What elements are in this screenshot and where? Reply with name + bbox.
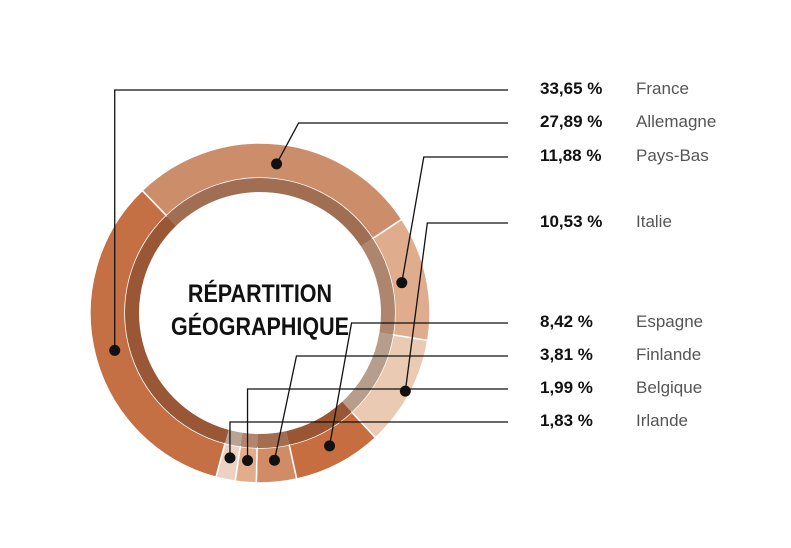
category-label-belgique: Belgique — [636, 378, 703, 397]
value-label-irlande: 1,83 % — [540, 411, 593, 430]
callout-line-france — [114, 89, 508, 351]
callout-dot-irlande — [224, 452, 236, 464]
chart-title-line-2: GÉOGRAPHIQUE — [170, 313, 349, 341]
category-label-espagne: Espagne — [636, 312, 704, 331]
chart-title-line-1: RÉPARTITION — [187, 280, 333, 308]
slice-band-allemagne — [166, 178, 373, 247]
value-label-belgique: 1,99 % — [540, 378, 593, 397]
category-label-finlande: Finlande — [636, 345, 702, 364]
callout-line-finlande — [273, 355, 508, 461]
slice-band-pays-bas — [360, 238, 395, 335]
value-label-espagne: 8,42 % — [540, 312, 593, 331]
callout-line-belgique — [246, 388, 508, 461]
value-label-allemagne: 27,89 % — [540, 112, 603, 131]
callout-dot-allemagne — [271, 158, 283, 170]
chart-title: RÉPARTITION GÉOGRAPHIQUE — [157, 278, 363, 344]
category-label-italie: Italie — [636, 212, 672, 231]
slice-band-belgique — [240, 432, 258, 448]
callout-line-italie — [404, 222, 508, 392]
slice-band-italie — [342, 332, 394, 413]
callout-dot-france — [109, 344, 121, 356]
value-label-italie: 10,53 % — [540, 212, 603, 231]
value-label-pays-bas: 11,88 % — [540, 146, 602, 165]
callout-line-irlande — [229, 421, 508, 458]
callout-line-pays-bas — [401, 156, 508, 283]
slice-band-finlande — [257, 431, 290, 448]
slice-band-france — [124, 215, 229, 444]
callout-line-espagne — [328, 322, 508, 447]
category-label-pays-bas: Pays-Bas — [636, 146, 709, 165]
value-label-france: 33,65 % — [540, 79, 603, 98]
callout-line-allemagne — [275, 122, 508, 165]
category-label-irlande: Irlande — [636, 411, 688, 430]
category-label-france: France — [636, 79, 689, 98]
callout-dot-pays-bas — [396, 277, 408, 289]
callout-dot-finlande — [268, 454, 280, 466]
callout-dot-espagne — [324, 440, 336, 452]
value-label-finlande: 3,81 % — [540, 345, 593, 364]
category-label-allemagne: Allemagne — [636, 112, 717, 131]
callout-dot-italie — [399, 385, 411, 397]
callout-dot-belgique — [242, 454, 254, 466]
